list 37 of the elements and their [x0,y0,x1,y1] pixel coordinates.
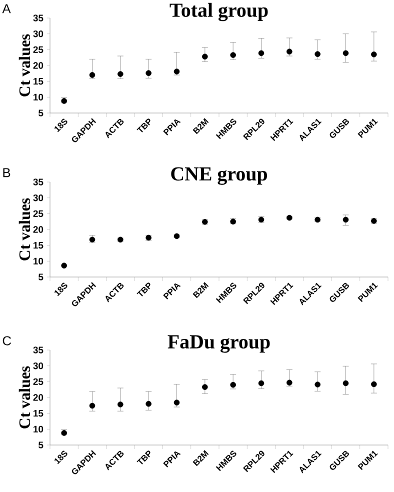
y-tick-label: 5 [38,274,44,280]
y-tick-label: 35 [33,178,44,186]
y-axis-title: Ct values [18,366,30,428]
y-tick-label: 20 [33,394,44,401]
chart-title: FaDu group [168,335,270,353]
y-tick-label: 10 [34,426,44,433]
y-tick-label: 25 [33,46,44,54]
y-tick-label: 20 [33,226,44,233]
y-tick-label: 35 [33,14,44,22]
y-tick-label: 5 [38,110,44,116]
x-tick-label: TBP [136,282,150,296]
x-tick-label: 18S [54,118,68,132]
x-tick-label: 18S [54,282,68,296]
chart-title: CNE group [171,167,267,185]
y-tick-label: 5 [38,442,44,448]
text: C [2,336,12,346]
y-tick-label: 15 [34,242,44,249]
y-tick-label: 30 [33,362,44,370]
text: A [2,4,11,14]
y-tick-label: 20 [33,62,44,69]
chart-title: Total group [170,2,268,22]
x-tick-label: TBP [136,450,150,464]
y-tick-label: 25 [33,378,44,386]
point [61,262,67,269]
y-tick-label: 10 [34,258,44,265]
y-tick-label: 10 [34,94,44,101]
y-tick-label: 25 [33,210,44,218]
y-axis-title: Ct values [18,198,30,260]
text: B [3,168,10,178]
y-tick-label: 15 [34,410,44,417]
x-tick-label: 18S [54,450,68,464]
x-tick-label: TBP [136,118,150,132]
y-axis-title: Ct values [18,34,30,96]
y-tick-label: 15 [34,78,44,85]
y-tick-label: 30 [33,30,44,38]
y-tick-label: 30 [33,194,44,202]
y-tick-label: 35 [33,346,44,354]
